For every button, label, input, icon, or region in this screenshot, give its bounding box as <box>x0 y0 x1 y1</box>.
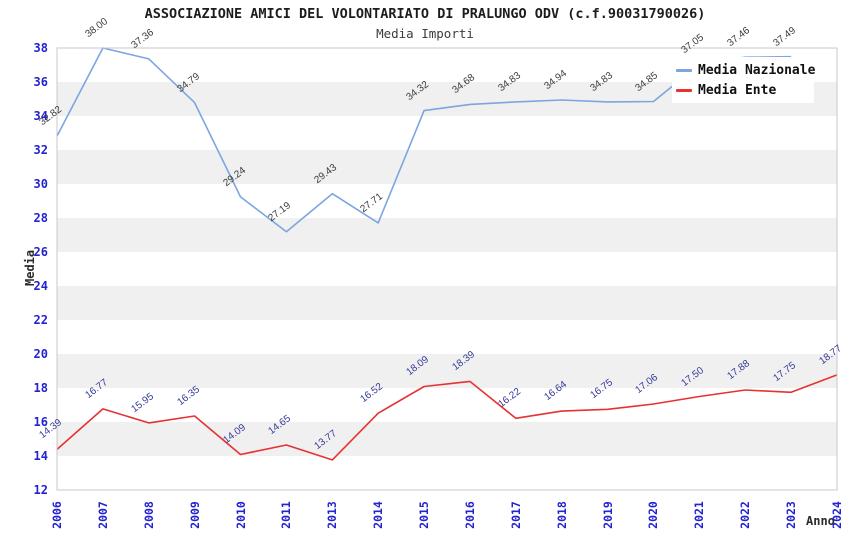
y-tick-label: 22 <box>33 313 48 327</box>
chart-title: ASSOCIAZIONE AMICI DEL VOLONTARIATO DI P… <box>144 6 706 22</box>
legend-label: Media Ente <box>698 82 777 98</box>
y-tick-label: 26 <box>33 245 48 259</box>
x-tick-label: 2006 <box>50 501 64 529</box>
legend-line-swatch-ente <box>676 88 692 92</box>
y-tick-label: 16 <box>33 415 48 429</box>
y-tick-label: 20 <box>33 347 48 361</box>
y-tick-label: 30 <box>33 177 48 191</box>
chart-subtitle: Media Importi <box>376 26 474 41</box>
x-axis-title: Anno <box>806 514 835 528</box>
y-tick-label: 12 <box>33 483 48 497</box>
legend: Media Nazionale Media Ente <box>672 57 816 103</box>
x-tick-label: 2022 <box>738 501 753 529</box>
x-tick-label: 2020 <box>646 501 661 529</box>
legend-item-media-ente: Media Ente <box>676 83 814 98</box>
x-tick-label: 2023 <box>784 501 799 529</box>
y-tick-label: 14 <box>33 449 48 463</box>
x-tick-label: 2009 <box>187 501 202 529</box>
x-tick-label: 2010 <box>233 501 248 529</box>
x-tick-label: 2019 <box>600 501 615 529</box>
series-line-0 <box>56 47 792 233</box>
x-tick-label: 2016 <box>462 501 477 529</box>
y-tick-label: 38 <box>33 41 48 55</box>
x-tick-label: 2014 <box>371 501 386 529</box>
x-tick-label: 2015 <box>417 501 432 529</box>
y-tick-label: 36 <box>33 75 48 89</box>
y-tick-label: 32 <box>33 143 48 157</box>
legend-label: Media Nazionale <box>698 62 816 78</box>
x-tick-label: 2018 <box>554 501 569 529</box>
x-tick-label: 2011 <box>279 501 294 529</box>
x-tick-label: 2013 <box>325 501 340 529</box>
x-tick-label: 2007 <box>95 501 110 529</box>
y-tick-label: 18 <box>33 381 48 395</box>
y-tick-label: 24 <box>33 279 48 293</box>
x-tick-label: 2024 <box>830 501 844 529</box>
y-tick-label: 28 <box>33 211 48 225</box>
x-tick-label: 2017 <box>508 501 523 529</box>
x-tick-label: 2008 <box>141 501 156 529</box>
series-line-1 <box>56 374 838 461</box>
legend-item-media-nazionale: Media Nazionale <box>676 62 816 78</box>
legend-line-swatch-nazionale <box>676 68 692 72</box>
x-tick-label: 2021 <box>692 501 707 529</box>
y-tick-label: 34 <box>33 109 48 123</box>
